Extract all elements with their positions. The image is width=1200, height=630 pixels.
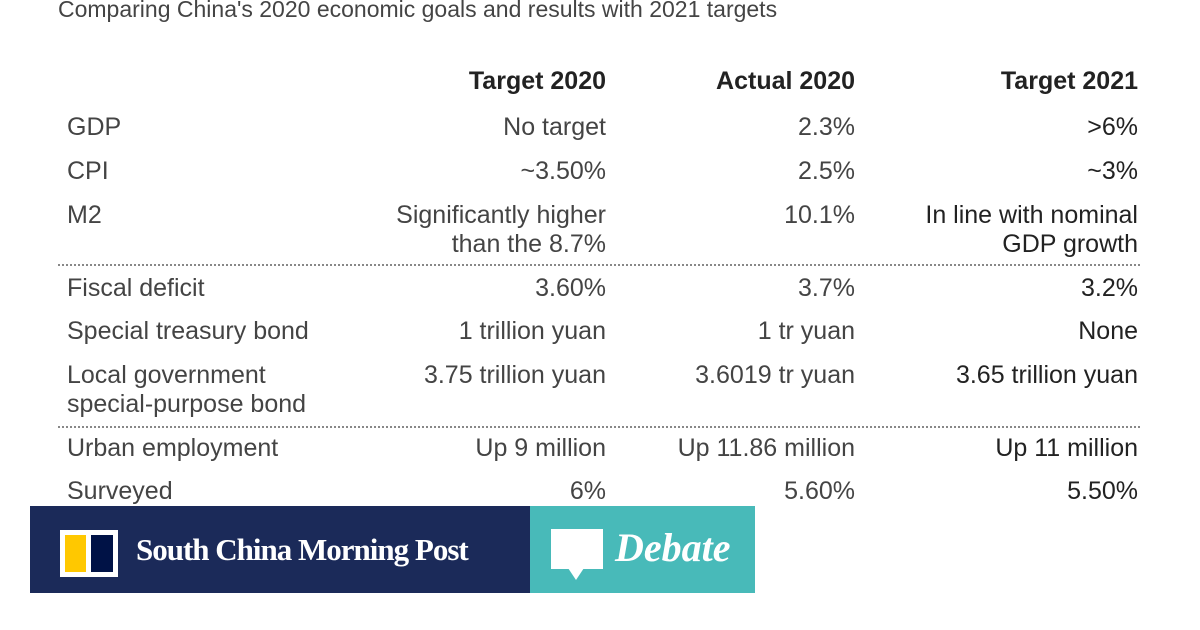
cell-target-2020: Significantly higher <box>396 201 606 229</box>
debate-banner: Debate <box>530 506 755 593</box>
cell-actual-2020: Up 11.86 million <box>677 434 855 462</box>
cell-target-2021: 3.65 trillion yuan <box>955 361 1138 389</box>
row-label: Local government <box>67 361 266 389</box>
cell-actual-2020: 2.3% <box>798 113 855 141</box>
cell-actual-2020: 3.7% <box>798 274 855 302</box>
cell-target-2021: GDP growth <box>1002 230 1138 258</box>
divider <box>58 426 1140 428</box>
cell-target-2020: 1 trillion yuan <box>458 317 606 345</box>
cell-target-2020: ~3.50% <box>520 157 607 185</box>
header-actual-2020: Actual 2020 <box>716 67 855 95</box>
divider <box>58 264 1140 266</box>
cell-actual-2020: 5.60% <box>784 477 855 505</box>
section-label: Debate <box>615 525 731 570</box>
cell-actual-2020: 1 tr yuan <box>757 317 855 345</box>
row-label: Urban employment <box>67 434 279 462</box>
cell-target-2021: Up 11 million <box>995 434 1138 462</box>
cell-actual-2020: 10.1% <box>784 201 855 229</box>
row-label: Surveyed <box>67 477 173 505</box>
cell-target-2021: >6% <box>1087 113 1138 141</box>
row-label: Fiscal deficit <box>67 274 205 302</box>
cell-target-2020: 3.75 trillion yuan <box>423 361 606 389</box>
header-target-2020: Target 2020 <box>468 67 606 95</box>
cell-target-2020: No target <box>503 113 606 141</box>
cell-target-2021: 5.50% <box>1067 477 1138 505</box>
speech-bubble-icon <box>551 529 603 569</box>
row-label: special-purpose bond <box>67 390 307 418</box>
scmp-logo-icon <box>60 530 118 577</box>
row-label: CPI <box>67 157 109 185</box>
cell-actual-2020: 3.6019 tr yuan <box>695 361 855 389</box>
brand-name: South China Morning Post <box>136 532 469 567</box>
cell-target-2020: Up 9 million <box>475 434 606 462</box>
cell-target-2021: None <box>1078 317 1138 345</box>
header-target-2021: Target 2021 <box>1000 67 1138 95</box>
cell-target-2020: than the 8.7% <box>451 230 606 258</box>
row-label: GDP <box>67 113 122 141</box>
cell-actual-2020: 2.5% <box>798 157 855 185</box>
row-label: Special treasury bond <box>67 317 309 345</box>
subtitle: Comparing China's 2020 economic goals an… <box>58 0 778 22</box>
row-label: M2 <box>67 201 102 229</box>
cell-target-2021: ~3% <box>1087 157 1138 185</box>
scmp-banner: South China Morning Post <box>30 506 530 593</box>
cell-target-2021: In line with nominal <box>925 201 1138 229</box>
cell-target-2020: 3.60% <box>535 274 606 302</box>
cell-target-2021: 3.2% <box>1081 274 1138 302</box>
cell-target-2020: 6% <box>569 477 606 505</box>
